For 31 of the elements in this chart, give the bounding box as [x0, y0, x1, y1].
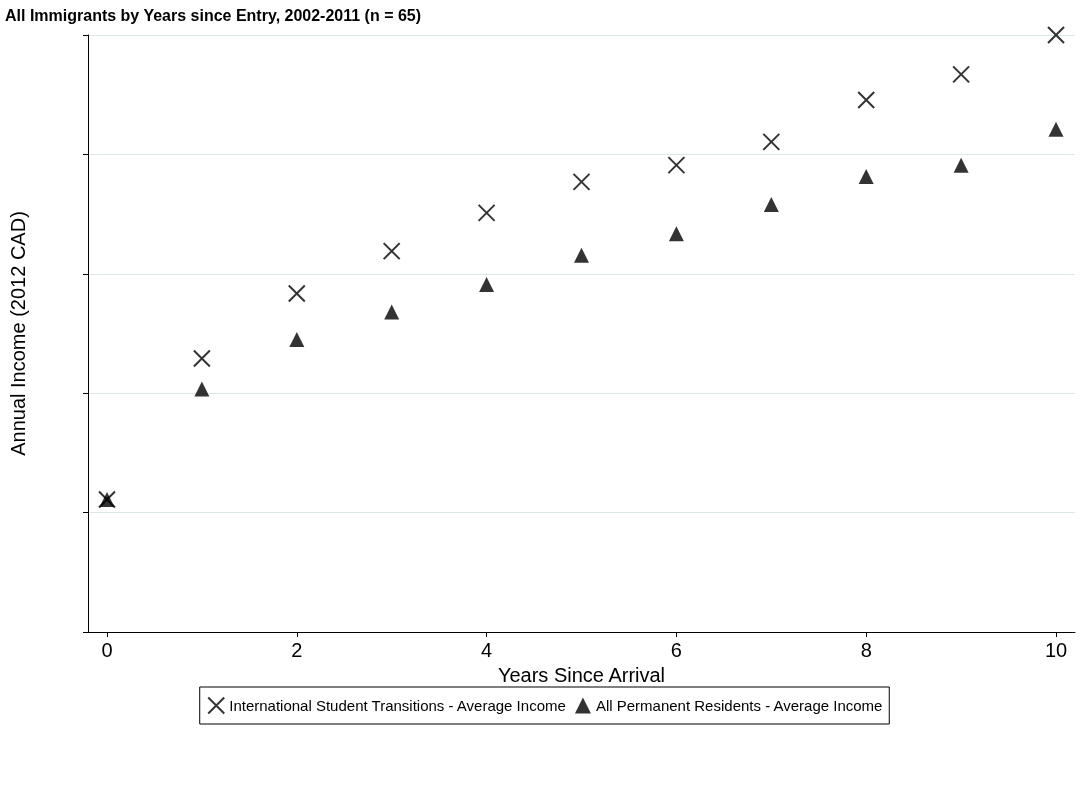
point: [763, 197, 779, 213]
y-axis-title: Annual Income (2012 CAD): [7, 211, 29, 456]
point: [384, 304, 400, 320]
point: [572, 172, 591, 191]
point: [952, 65, 971, 84]
x-tick-label: 6: [670, 639, 682, 661]
x-tick-label: 2: [291, 639, 303, 661]
legend-label: International Student Transitions - Average Income: [229, 697, 566, 714]
chart-title: All Immigrants by Years since Entry, 2002-2011 (n = 65): [5, 6, 422, 24]
x-tick-label: 8: [860, 639, 872, 661]
point: [857, 91, 876, 110]
point: [382, 242, 401, 261]
point: [287, 284, 306, 303]
point: [668, 226, 684, 242]
x-tick-label: 10: [1044, 639, 1068, 661]
point: [477, 203, 496, 222]
legend-label: All Permanent Residents - Average Income: [595, 697, 883, 714]
point: [194, 381, 210, 397]
point: [1048, 121, 1064, 137]
point: [762, 132, 781, 151]
point: [289, 331, 305, 347]
point: [192, 349, 211, 368]
point: [953, 157, 969, 173]
point: [574, 247, 589, 263]
point: [858, 168, 874, 184]
point: [667, 156, 686, 175]
point: [1047, 26, 1066, 44]
x-tick-label: 4: [481, 639, 493, 661]
point: [479, 277, 495, 293]
x-tick-label: 0: [101, 639, 113, 661]
x-axis-title: Years Since Arrival: [497, 663, 666, 686]
